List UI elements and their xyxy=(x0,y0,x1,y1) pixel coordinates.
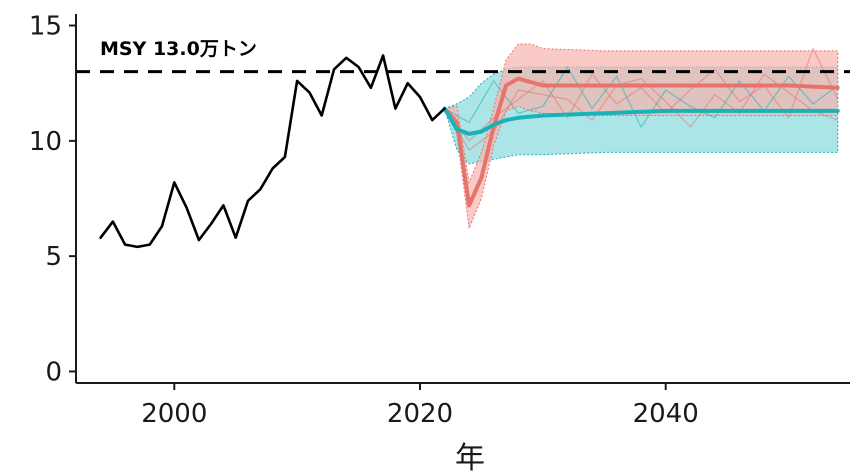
msy-label: MSY 13.0万トン xyxy=(100,38,257,60)
series-layer xyxy=(99,54,840,249)
series-teal xyxy=(442,106,840,136)
trajectory-layer xyxy=(444,47,839,151)
y-tick-label: 15 xyxy=(29,12,62,42)
x-tick-label: 2040 xyxy=(633,399,699,429)
sample-trajectory xyxy=(444,65,839,129)
band-red xyxy=(443,43,839,231)
y-tick-label: 0 xyxy=(45,357,62,387)
band-layer xyxy=(443,43,839,231)
sample-trajectory xyxy=(444,73,838,151)
series-red xyxy=(442,76,840,208)
x-tick-label: 2020 xyxy=(387,399,453,429)
series-observed xyxy=(99,54,446,249)
x-axis-title: 年 xyxy=(455,441,485,475)
x-tick-label: 2000 xyxy=(141,399,207,429)
axes: 0 5 10 15 2000 2020 2040 xyxy=(29,12,850,429)
y-tick-label: 10 xyxy=(29,127,62,157)
sample-trajectory xyxy=(444,47,839,142)
y-tick-label: 5 xyxy=(45,242,62,272)
